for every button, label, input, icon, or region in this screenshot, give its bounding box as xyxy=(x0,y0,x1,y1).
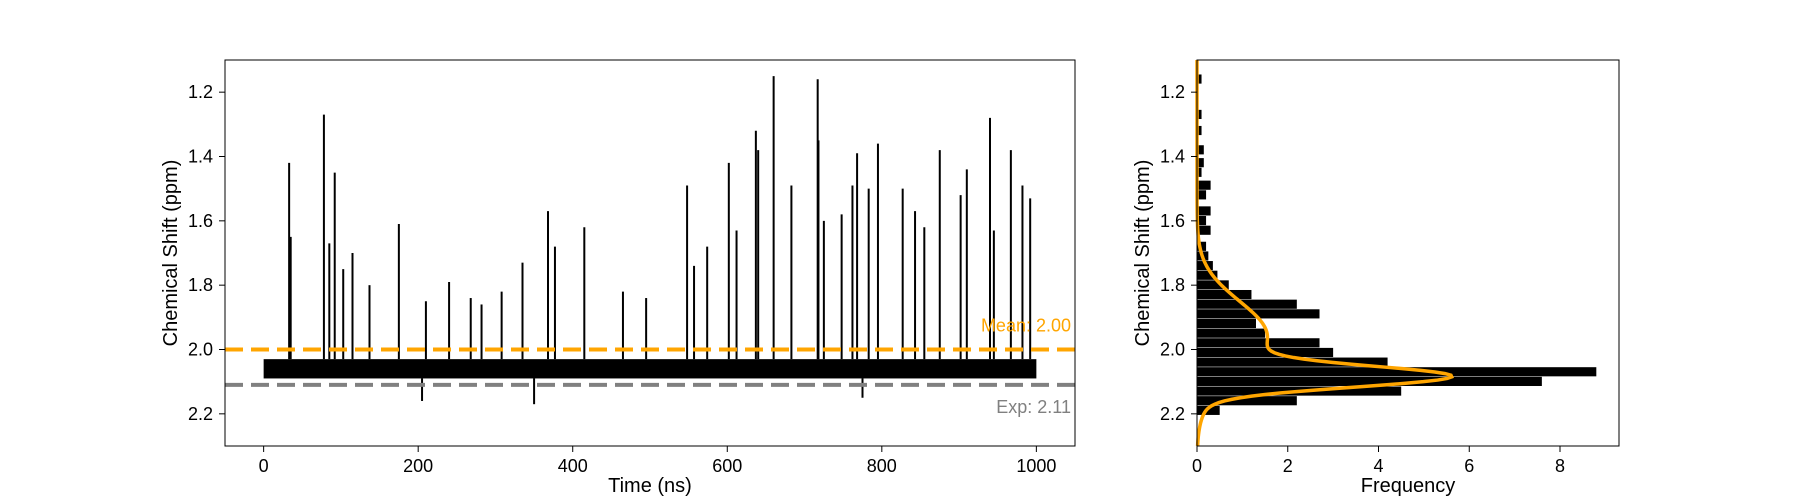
x-tick-label: 4 xyxy=(1373,456,1383,476)
histogram-bar xyxy=(1197,74,1202,84)
histogram-bar xyxy=(1197,270,1218,280)
histogram-y-ticks: 1.2 1.4 1.6 1.8 2.0 2.2 xyxy=(1160,82,1197,424)
histogram-bar xyxy=(1197,158,1204,168)
histogram-bar xyxy=(1197,289,1252,300)
timeseries-x-axis-label: Time (ns) xyxy=(608,475,692,497)
histogram-x-axis-label: Frequency xyxy=(1361,475,1456,497)
histogram-bar xyxy=(1197,299,1297,309)
histogram-bar xyxy=(1197,145,1204,155)
x-tick-label: 2 xyxy=(1283,456,1293,476)
histogram-bar xyxy=(1197,125,1202,136)
x-tick-label: 600 xyxy=(712,456,742,476)
trace-baseline-band xyxy=(263,359,1037,379)
histogram-bar xyxy=(1197,396,1297,406)
histogram-bar xyxy=(1197,376,1542,386)
x-tick-label: 0 xyxy=(1192,456,1202,476)
exp-label: Exp: 2.11 xyxy=(996,397,1071,417)
histogram-bar xyxy=(1197,225,1211,235)
histogram-bar xyxy=(1197,318,1256,329)
timeseries-y-axis-label: Chemical Shift (ppm) xyxy=(160,160,182,347)
histogram-bar xyxy=(1197,167,1202,177)
histogram-frame xyxy=(1196,59,1620,447)
y-tick-label: 2.2 xyxy=(188,404,213,424)
histogram-bar xyxy=(1197,338,1320,348)
histogram-bar xyxy=(1197,241,1207,251)
y-tick-label: 2.2 xyxy=(1160,404,1185,424)
x-tick-label: 200 xyxy=(403,456,433,476)
y-tick-label: 1.4 xyxy=(188,147,213,167)
histogram-bar xyxy=(1197,357,1388,367)
y-tick-label: 1.6 xyxy=(188,211,213,231)
y-tick-label: 1.4 xyxy=(1160,147,1185,167)
histogram-bar xyxy=(1197,347,1334,358)
y-tick-label: 1.8 xyxy=(188,275,213,295)
x-tick-label: 800 xyxy=(867,456,897,476)
histogram-bars xyxy=(1197,74,1597,415)
reference-lines: Mean: 2.00 Exp: 2.11 xyxy=(225,316,1075,417)
histogram-bar xyxy=(1197,206,1211,216)
histogram-x-ticks: 0 2 4 6 8 xyxy=(1192,446,1565,476)
histogram-bar xyxy=(1197,216,1207,226)
histogram-bar xyxy=(1197,328,1266,338)
y-tick-label: 2.0 xyxy=(1160,340,1185,360)
histogram-bar xyxy=(1197,180,1211,190)
x-tick-label: 400 xyxy=(558,456,588,476)
histogram-y-axis-label: Chemical Shift (ppm) xyxy=(1132,160,1154,347)
timeseries-marks xyxy=(263,76,1037,405)
y-tick-label: 1.2 xyxy=(188,82,213,102)
x-tick-label: 0 xyxy=(259,456,269,476)
x-tick-label: 8 xyxy=(1555,456,1565,476)
histogram-bar xyxy=(1197,109,1202,120)
timeseries-y-ticks: 1.2 1.4 1.6 1.8 2.0 2.2 xyxy=(188,82,225,424)
timeseries-frame xyxy=(224,59,1076,447)
histogram-bar xyxy=(1197,190,1207,200)
histogram-panel: 0 2 4 6 8 1.2 1.4 1.6 1.8 2.0 2.2 Frequency Chemi… xyxy=(1132,59,1620,497)
y-tick-label: 1.2 xyxy=(1160,82,1185,102)
y-tick-label: 2.0 xyxy=(188,340,213,360)
timeseries-panel: Mean: 2.00 Exp: 2.11 0 200 400 600 800 1000 1.… xyxy=(160,59,1076,497)
mean-label: Mean: 2.00 xyxy=(981,316,1071,336)
y-tick-label: 1.6 xyxy=(1160,211,1185,231)
histogram-bar xyxy=(1197,309,1320,319)
histogram-bar xyxy=(1197,280,1229,290)
histogram-bar xyxy=(1197,367,1597,377)
y-tick-label: 1.8 xyxy=(1160,275,1185,295)
timeseries-x-ticks: 0 200 400 600 800 1000 xyxy=(259,446,1056,476)
x-tick-label: 1000 xyxy=(1016,456,1056,476)
x-tick-label: 6 xyxy=(1464,456,1474,476)
